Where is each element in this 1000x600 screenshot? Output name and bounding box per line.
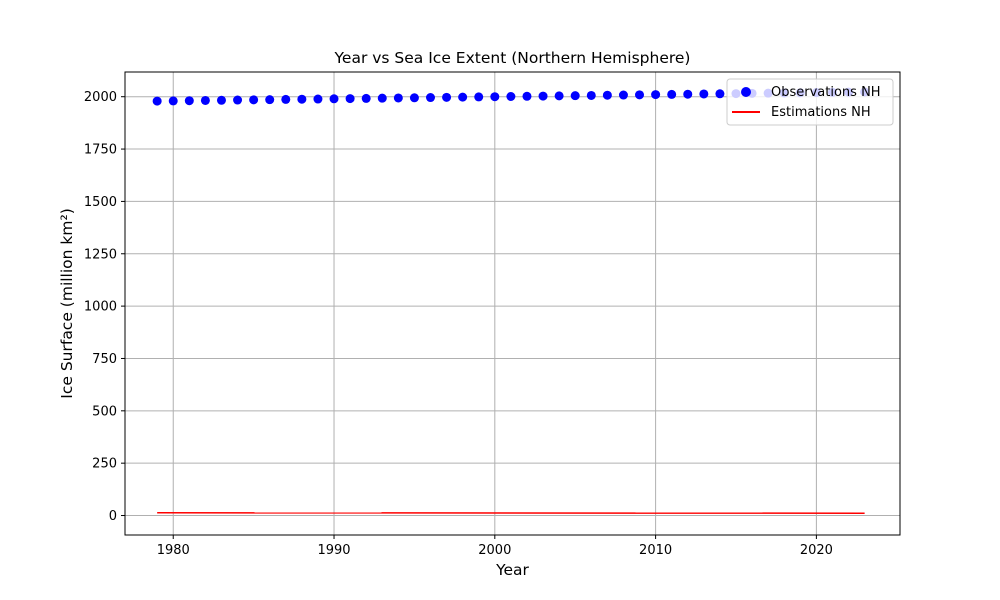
y-tick-label: 1750	[84, 143, 117, 158]
observation-point	[618, 90, 628, 100]
observation-point	[216, 95, 226, 105]
observation-point	[715, 89, 725, 99]
legend-observations-label: Observations NH	[771, 85, 881, 100]
observation-point	[425, 93, 435, 103]
observation-point	[490, 92, 500, 102]
observation-point	[586, 90, 596, 100]
observation-point	[506, 92, 516, 102]
observation-point	[265, 95, 275, 105]
observation-point	[152, 96, 162, 106]
observation-point	[297, 94, 307, 104]
observation-point	[233, 95, 243, 105]
observation-point	[651, 90, 661, 100]
chart-title: Year vs Sea Ice Extent (Northern Hemisph…	[334, 49, 691, 67]
observation-point	[329, 94, 339, 104]
x-tick-label: 1980	[157, 543, 190, 558]
y-axis-label: Ice Surface (million km²)	[58, 208, 76, 398]
legend: Observations NH Estimations NH	[726, 78, 894, 126]
observation-point	[281, 94, 291, 104]
y-tick-label: 0	[109, 509, 117, 524]
y-tick-label: 750	[92, 352, 117, 367]
x-tick-label: 1990	[317, 543, 350, 558]
observation-point	[458, 92, 468, 102]
observation-point	[200, 95, 210, 105]
grid	[125, 72, 900, 535]
y-tick-label: 1000	[84, 300, 117, 315]
x-axis-ticks: 1980 1990 2000 2010 2020	[157, 535, 833, 558]
y-tick-label: 1250	[84, 247, 117, 262]
observation-point	[442, 92, 452, 102]
observation-point	[474, 92, 484, 102]
y-tick-label: 2000	[84, 90, 117, 105]
observation-point	[602, 90, 612, 100]
y-tick-label: 250	[92, 457, 117, 472]
observation-point	[635, 90, 645, 100]
x-tick-label: 2010	[639, 543, 672, 558]
observation-point	[361, 93, 371, 103]
y-axis-ticks: 0 250 500 750 1000 1250 1500 1750 2000	[84, 90, 125, 524]
observation-point	[683, 89, 693, 99]
observation-point	[184, 96, 194, 106]
x-tick-label: 2000	[478, 543, 511, 558]
x-axis-label: Year	[495, 561, 529, 579]
legend-estimations-label: Estimations NH	[771, 105, 871, 120]
observation-point	[313, 94, 323, 104]
y-tick-label: 1500	[84, 195, 117, 210]
observation-point	[538, 91, 548, 101]
observation-point	[345, 94, 355, 104]
observation-point	[522, 91, 532, 101]
observation-point	[377, 93, 387, 103]
observation-point	[570, 91, 580, 101]
observation-point	[409, 93, 419, 103]
observation-point	[699, 89, 709, 99]
observation-point	[249, 95, 259, 105]
x-tick-label: 2020	[800, 543, 833, 558]
observation-point	[554, 91, 564, 101]
legend-observations-marker	[741, 87, 751, 97]
observation-point	[168, 96, 178, 106]
observation-point	[393, 93, 403, 103]
legend-box	[726, 78, 894, 126]
observation-point	[667, 89, 677, 99]
plot-frame	[124, 71, 901, 536]
y-tick-label: 500	[92, 404, 117, 419]
